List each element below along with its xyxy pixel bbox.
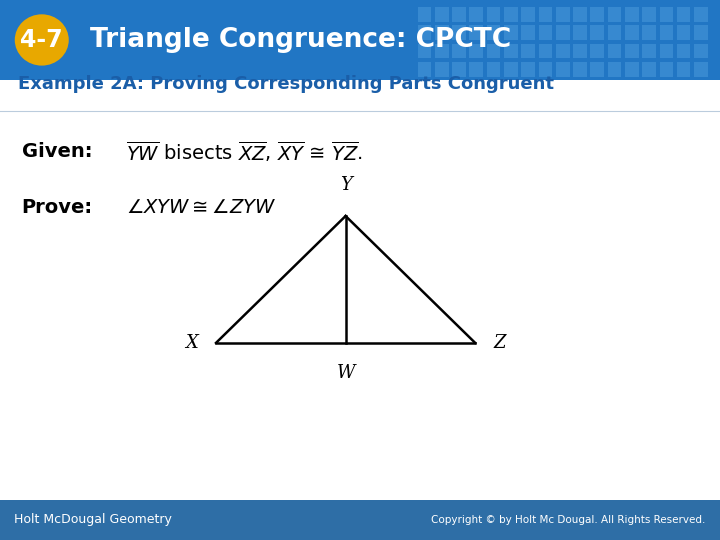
FancyBboxPatch shape (642, 44, 656, 58)
FancyBboxPatch shape (608, 25, 621, 40)
FancyBboxPatch shape (504, 25, 518, 40)
FancyBboxPatch shape (487, 44, 500, 58)
FancyBboxPatch shape (660, 62, 673, 77)
FancyBboxPatch shape (452, 62, 466, 77)
FancyBboxPatch shape (556, 44, 570, 58)
FancyBboxPatch shape (625, 25, 639, 40)
FancyBboxPatch shape (539, 62, 552, 77)
FancyBboxPatch shape (418, 44, 431, 58)
FancyBboxPatch shape (642, 25, 656, 40)
FancyBboxPatch shape (504, 62, 518, 77)
FancyBboxPatch shape (469, 62, 483, 77)
Text: Copyright © by Holt Mc Dougal. All Rights Reserved.: Copyright © by Holt Mc Dougal. All Right… (431, 515, 706, 525)
FancyBboxPatch shape (660, 7, 673, 22)
FancyBboxPatch shape (0, 500, 720, 540)
FancyBboxPatch shape (521, 25, 535, 40)
FancyBboxPatch shape (556, 7, 570, 22)
FancyBboxPatch shape (487, 62, 500, 77)
FancyBboxPatch shape (435, 62, 449, 77)
FancyBboxPatch shape (608, 62, 621, 77)
Text: $\overline{YW}$ bisects $\overline{XZ}$, $\overline{XY}$ ≅ $\overline{YZ}$.: $\overline{YW}$ bisects $\overline{XZ}$,… (126, 139, 363, 164)
FancyBboxPatch shape (694, 25, 708, 40)
FancyBboxPatch shape (590, 44, 604, 58)
Text: Example 2A: Proving Corresponding Parts Congruent: Example 2A: Proving Corresponding Parts … (18, 75, 554, 93)
FancyBboxPatch shape (625, 7, 639, 22)
FancyBboxPatch shape (573, 7, 587, 22)
FancyBboxPatch shape (469, 7, 483, 22)
FancyBboxPatch shape (435, 25, 449, 40)
FancyBboxPatch shape (573, 62, 587, 77)
Text: Given:: Given: (22, 141, 92, 161)
FancyBboxPatch shape (521, 62, 535, 77)
FancyBboxPatch shape (694, 7, 708, 22)
FancyBboxPatch shape (590, 7, 604, 22)
Text: 4-7: 4-7 (20, 28, 63, 52)
FancyBboxPatch shape (677, 7, 690, 22)
Text: $\angle XYW \cong \angle ZYW$: $\angle XYW \cong \angle ZYW$ (126, 198, 276, 218)
FancyBboxPatch shape (452, 7, 466, 22)
Text: Z: Z (493, 334, 505, 352)
FancyBboxPatch shape (677, 62, 690, 77)
FancyBboxPatch shape (521, 7, 535, 22)
FancyBboxPatch shape (573, 25, 587, 40)
FancyBboxPatch shape (608, 44, 621, 58)
FancyBboxPatch shape (469, 44, 483, 58)
FancyBboxPatch shape (504, 44, 518, 58)
Text: X: X (185, 334, 198, 352)
FancyBboxPatch shape (590, 62, 604, 77)
FancyBboxPatch shape (418, 62, 431, 77)
FancyBboxPatch shape (660, 44, 673, 58)
FancyBboxPatch shape (642, 7, 656, 22)
FancyBboxPatch shape (677, 25, 690, 40)
FancyBboxPatch shape (625, 62, 639, 77)
FancyBboxPatch shape (452, 25, 466, 40)
FancyBboxPatch shape (487, 25, 500, 40)
Text: Holt McDougal Geometry: Holt McDougal Geometry (14, 513, 172, 526)
FancyBboxPatch shape (539, 44, 552, 58)
FancyBboxPatch shape (469, 25, 483, 40)
FancyBboxPatch shape (556, 25, 570, 40)
FancyBboxPatch shape (556, 62, 570, 77)
FancyBboxPatch shape (642, 62, 656, 77)
FancyBboxPatch shape (677, 44, 690, 58)
Ellipse shape (15, 15, 69, 65)
FancyBboxPatch shape (435, 44, 449, 58)
FancyBboxPatch shape (590, 25, 604, 40)
FancyBboxPatch shape (608, 7, 621, 22)
FancyBboxPatch shape (694, 44, 708, 58)
FancyBboxPatch shape (487, 7, 500, 22)
FancyBboxPatch shape (539, 7, 552, 22)
FancyBboxPatch shape (539, 25, 552, 40)
FancyBboxPatch shape (504, 7, 518, 22)
FancyBboxPatch shape (660, 25, 673, 40)
FancyBboxPatch shape (625, 44, 639, 58)
FancyBboxPatch shape (573, 44, 587, 58)
FancyBboxPatch shape (694, 62, 708, 77)
Text: W: W (336, 364, 355, 382)
Text: Triangle Congruence: CPCTC: Triangle Congruence: CPCTC (90, 27, 511, 53)
FancyBboxPatch shape (521, 44, 535, 58)
FancyBboxPatch shape (418, 25, 431, 40)
Text: Prove:: Prove: (22, 198, 93, 218)
FancyBboxPatch shape (452, 44, 466, 58)
FancyBboxPatch shape (418, 7, 431, 22)
FancyBboxPatch shape (0, 0, 720, 80)
Text: Y: Y (340, 177, 351, 194)
FancyBboxPatch shape (435, 7, 449, 22)
